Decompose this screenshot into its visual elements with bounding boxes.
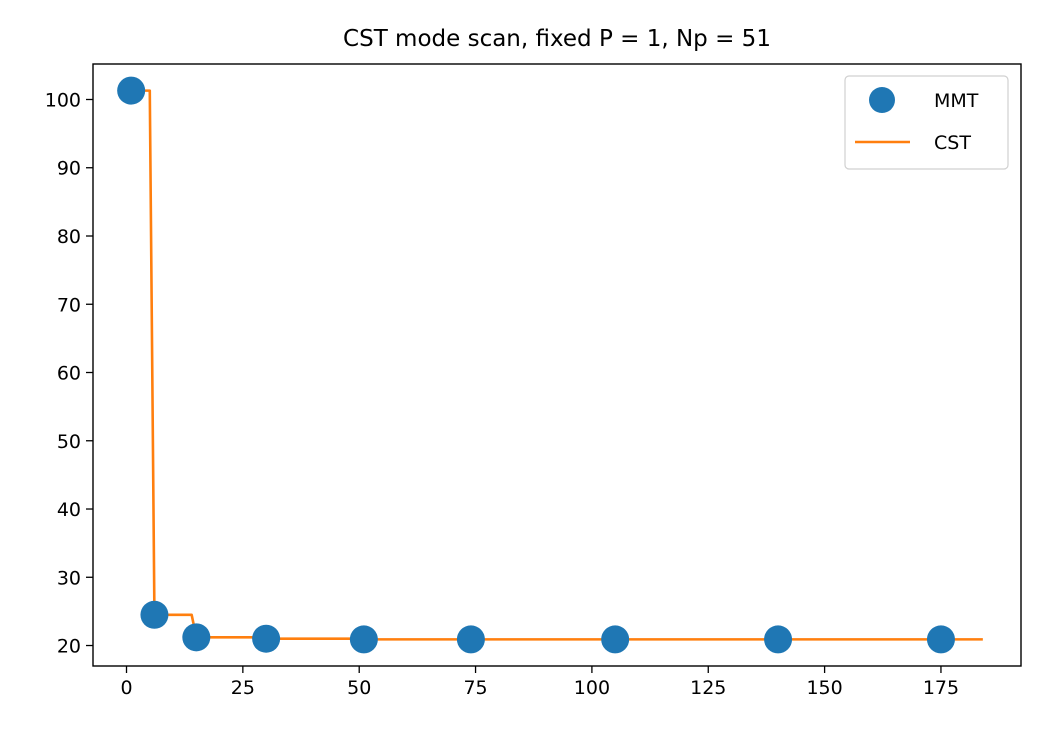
mmt-point-4 — [349, 625, 378, 654]
x-tick-label-100: 100 — [574, 677, 610, 699]
legend-marker-mmt — [869, 87, 895, 113]
mmt-point-5 — [456, 625, 485, 654]
x-tick-label-25: 25 — [231, 677, 255, 699]
mmt-point-2 — [182, 623, 211, 652]
x-tick-label-150: 150 — [806, 677, 842, 699]
chart-title: CST mode scan, fixed P = 1, Np = 51 — [343, 26, 771, 52]
y-tick-label-70: 70 — [57, 294, 81, 316]
legend: MMT CST — [844, 75, 1009, 170]
y-tick-label-50: 50 — [57, 431, 81, 453]
plot-frame — [92, 63, 1022, 667]
x-tick-label-175: 175 — [923, 677, 959, 699]
mmt-point-3 — [252, 624, 281, 653]
mmt-point-6 — [601, 625, 630, 654]
y-tick-label-40: 40 — [57, 499, 81, 521]
mmt-point-8 — [926, 625, 955, 654]
y-tick-label-100: 100 — [45, 89, 81, 111]
legend-label-mmt: MMT — [934, 90, 979, 112]
mmt-point-0 — [117, 76, 146, 105]
mmt-point-7 — [764, 625, 793, 654]
x-tick-label-50: 50 — [347, 677, 371, 699]
x-tick-label-125: 125 — [690, 677, 726, 699]
y-tick-label-80: 80 — [57, 226, 81, 248]
mmt-point-1 — [140, 600, 169, 629]
y-tick-label-60: 60 — [57, 363, 81, 385]
y-tick-label-90: 90 — [57, 158, 81, 180]
x-tick-label-0: 0 — [120, 677, 132, 699]
y-tick-label-30: 30 — [57, 567, 81, 589]
plot-area: 0 25 50 75 100 125 150 175 20 30 40 50 60 70 80 90 100 — [45, 76, 983, 699]
legend-box — [844, 75, 1009, 170]
y-tick-label-20: 20 — [57, 636, 81, 658]
x-tick-label-75: 75 — [463, 677, 487, 699]
legend-label-cst: CST — [934, 132, 971, 154]
